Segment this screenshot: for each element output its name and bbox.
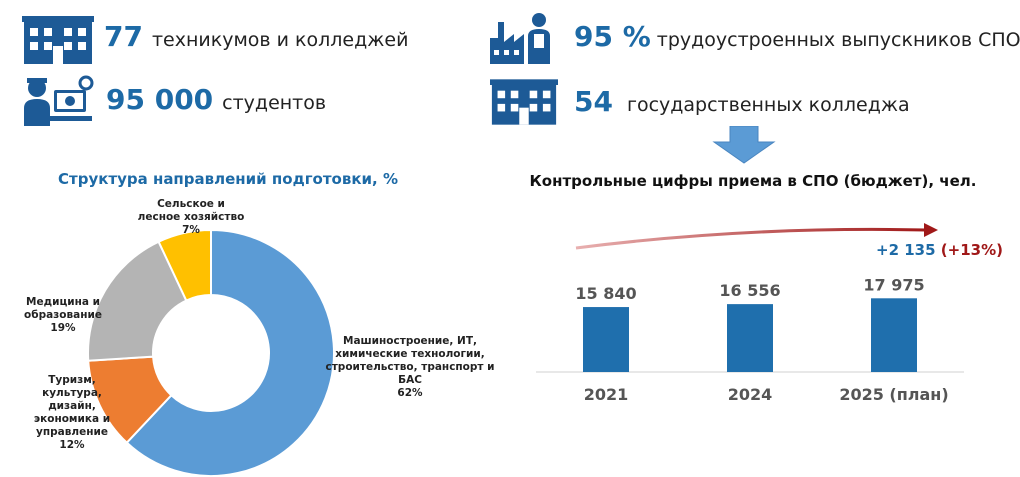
stat-colleges-number: 77	[104, 20, 143, 53]
donut-label-tourism: Туризм, культура, дизайн, экономика и уп…	[14, 374, 130, 452]
stat-students-number: 95 000	[106, 83, 214, 116]
growth-delta: +2 135	[876, 241, 936, 259]
bar-category-label: 2025 (план)	[839, 385, 948, 404]
student-computer-icon	[24, 75, 94, 126]
bar-chart-title: Контрольные цифры приема в СПО (бюджет),…	[529, 172, 977, 190]
bar-category-label: 2021	[584, 385, 629, 404]
bar-value-label: 16 556	[719, 281, 780, 300]
donut-label-medicine: Медицина и образование 19%	[20, 296, 106, 335]
bar-2021	[583, 307, 629, 372]
factory-worker-icon	[490, 13, 550, 64]
bar-value-label: 15 840	[575, 284, 636, 303]
growth-annotation: +2 135 (+13%)	[876, 241, 1003, 259]
donut-label-agriculture-name: Сельское и лесное хозяйство	[137, 198, 245, 223]
bar-value-label: 17 975	[863, 275, 924, 294]
stat-state-colleges: 54 государственных колледжа	[574, 85, 910, 118]
stat-state-colleges-number: 54	[574, 85, 613, 118]
stat-employed-number: 95 %	[574, 20, 651, 53]
bar-2025	[871, 298, 917, 372]
donut-label-agriculture-value: 7%	[182, 224, 200, 236]
stat-employed: 95 % трудоустроенных выпускников СПО	[574, 20, 1020, 53]
donut-label-engineering-value: 62%	[397, 387, 423, 399]
donut-label-medicine-value: 19%	[50, 322, 76, 334]
bar-chart: 15 840 2021 16 556 2024 17 975 2025 (план)	[536, 275, 964, 404]
donut-chart-title: Структура направлений подготовки, %	[58, 170, 398, 188]
bar-2024	[727, 304, 773, 372]
donut-slice-agriculture	[157, 228, 212, 302]
bar-category-label: 2024	[728, 385, 773, 404]
trend-arrow	[575, 223, 938, 250]
donut-label-tourism-value: 12%	[59, 439, 85, 451]
stat-students-text: студентов	[222, 92, 327, 114]
stat-state-colleges-text: государственных колледжа	[626, 94, 910, 116]
donut-chart	[87, 228, 335, 477]
growth-percent: (+13%)	[940, 241, 1003, 259]
stat-colleges: 77 техникумов и колледжей	[104, 20, 408, 53]
stat-students: 95 000 студентов	[106, 83, 326, 116]
donut-label-engineering: Машиностроение, ИТ, химические технологи…	[324, 335, 496, 400]
donut-slice-medicine	[87, 240, 188, 362]
donut-label-medicine-name: Медицина и образование	[24, 296, 102, 321]
donut-slice-engineering	[125, 228, 335, 477]
donut-label-engineering-name: Машиностроение, ИТ, химические технологи…	[325, 335, 495, 386]
stat-employed-text: трудоустроенных выпускников СПО	[656, 29, 1020, 51]
stat-colleges-text: техникумов и колледжей	[151, 29, 409, 51]
donut-label-tourism-name: Туризм, культура, дизайн, экономика и уп…	[33, 374, 111, 438]
building-icon	[22, 16, 94, 64]
arrow-down-icon	[712, 126, 776, 164]
building-icon	[490, 79, 558, 125]
donut-label-agriculture: Сельское и лесное хозяйство 7%	[128, 198, 254, 237]
